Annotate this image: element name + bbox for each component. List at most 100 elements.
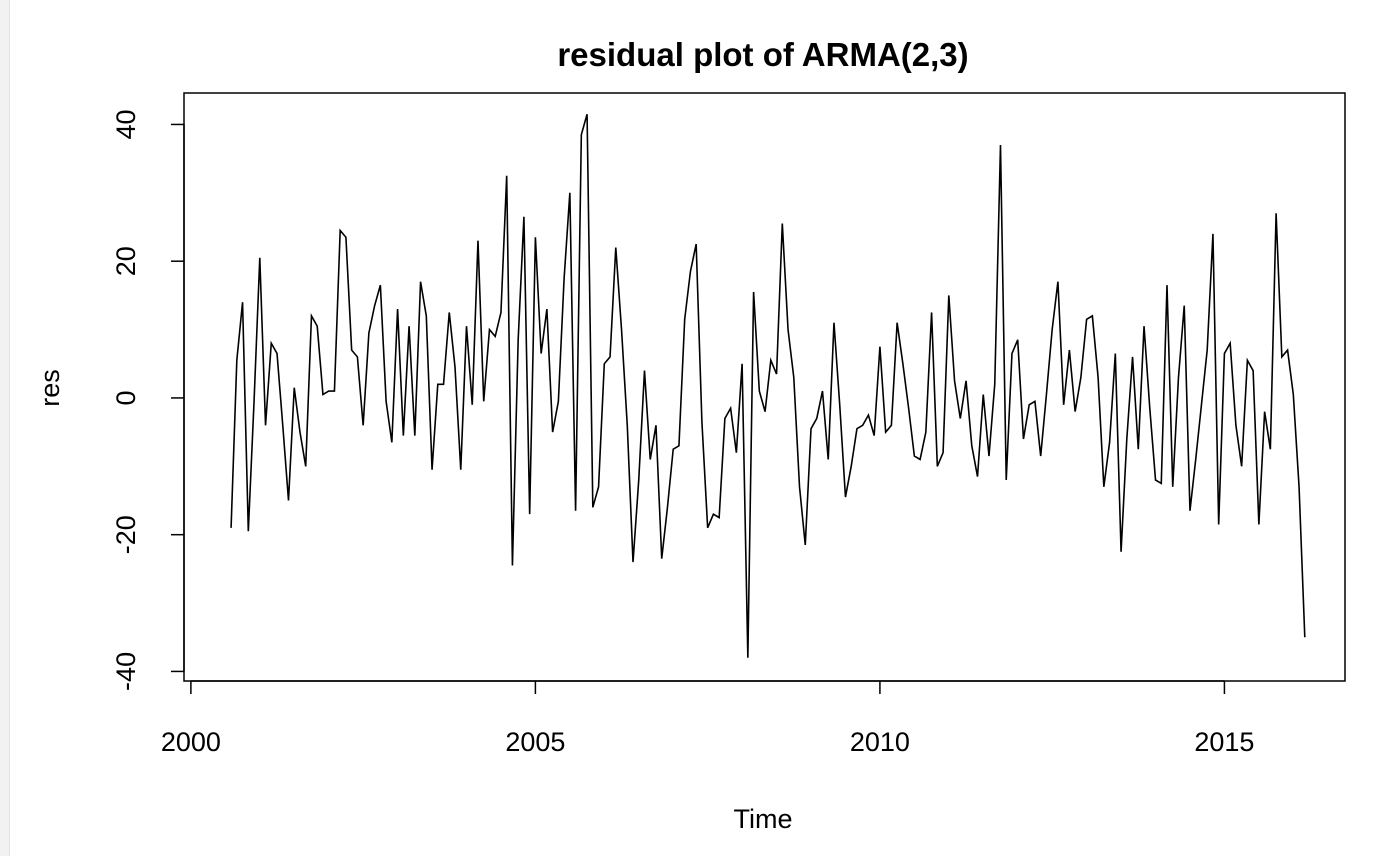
residual-point xyxy=(976,475,978,477)
residual-point xyxy=(1240,465,1242,467)
residual-point xyxy=(1304,636,1306,638)
residual-point xyxy=(236,359,238,361)
residual-point xyxy=(350,349,352,351)
residual-point xyxy=(322,393,324,395)
residual-point xyxy=(551,431,553,433)
residual-point xyxy=(1160,482,1162,484)
residual-point xyxy=(689,270,691,272)
residual-point xyxy=(626,424,628,426)
residual-point xyxy=(1068,349,1070,351)
residual-point xyxy=(666,506,668,508)
residual-point xyxy=(638,479,640,481)
residual-point xyxy=(856,428,858,430)
residual-point xyxy=(770,359,772,361)
residual-point xyxy=(437,383,439,385)
residual-point xyxy=(339,229,341,231)
residual-point xyxy=(299,431,301,433)
x-axis: 2000 2005 2010 2015 xyxy=(161,680,1254,757)
residual-point xyxy=(1028,404,1030,406)
residual-point xyxy=(810,428,812,430)
residual-point xyxy=(305,465,307,467)
residual-point xyxy=(712,513,714,515)
residual-point xyxy=(425,315,427,317)
residual-point xyxy=(1298,486,1300,488)
residual-point xyxy=(316,325,318,327)
residual-point xyxy=(1258,523,1260,525)
residual-point xyxy=(557,400,559,402)
residual-point xyxy=(764,410,766,412)
residual-point xyxy=(798,486,800,488)
residual-point xyxy=(925,431,927,433)
residual-point xyxy=(1252,369,1254,371)
residual-point xyxy=(333,390,335,392)
residual-point xyxy=(1057,281,1059,283)
residual-point xyxy=(1189,510,1191,512)
residual-point xyxy=(1281,356,1283,358)
residual-point xyxy=(1085,318,1087,320)
residual-point xyxy=(741,363,743,365)
residual-point xyxy=(494,335,496,337)
residual-point xyxy=(787,328,789,330)
residual-point xyxy=(942,451,944,453)
residual-point xyxy=(247,530,249,532)
residual-point xyxy=(930,311,932,313)
residual-point xyxy=(442,383,444,385)
x-tick-label: 2005 xyxy=(505,727,565,757)
residual-point xyxy=(259,257,261,259)
residual-point xyxy=(1137,448,1139,450)
residual-point xyxy=(1212,233,1214,235)
residual-point xyxy=(385,400,387,402)
residual-point xyxy=(649,458,651,460)
residual-point xyxy=(362,424,364,426)
residual-point xyxy=(345,236,347,238)
residual-point xyxy=(850,465,852,467)
residual-point xyxy=(833,322,835,324)
residual-point xyxy=(586,113,588,115)
residual-point xyxy=(718,516,720,518)
residual-point xyxy=(615,246,617,248)
residual-point xyxy=(483,400,485,402)
residual-point xyxy=(1183,304,1185,306)
residual-point xyxy=(861,424,863,426)
residual-point xyxy=(1126,438,1128,440)
residual-point xyxy=(1172,486,1174,488)
residual-point xyxy=(609,356,611,358)
residual-point xyxy=(460,469,462,471)
residual-point xyxy=(1080,376,1082,378)
residual-point xyxy=(907,407,909,409)
residual-point xyxy=(804,544,806,546)
residual-point xyxy=(620,328,622,330)
residual-point xyxy=(994,383,996,385)
residual-point xyxy=(890,424,892,426)
x-axis-label: Time xyxy=(734,804,793,834)
residual-point xyxy=(310,315,312,317)
residual-point xyxy=(1275,212,1277,214)
x-tick-label: 2000 xyxy=(161,727,221,757)
residual-point xyxy=(465,325,467,327)
residual-point xyxy=(1091,315,1093,317)
y-tick-label: -20 xyxy=(111,515,141,554)
residual-point xyxy=(632,561,634,563)
residual-point xyxy=(488,328,490,330)
residual-point xyxy=(1062,404,1064,406)
residual-point xyxy=(1246,359,1248,361)
residual-point xyxy=(276,352,278,354)
residual-point xyxy=(884,431,886,433)
residual-point xyxy=(867,414,869,416)
chart-title: residual plot of ARMA(2,3) xyxy=(557,36,968,73)
residual-point xyxy=(879,345,881,347)
residual-point xyxy=(781,222,783,224)
residual-point xyxy=(971,445,973,447)
residual-point xyxy=(959,417,961,419)
residual-point xyxy=(1217,523,1219,525)
residual-point xyxy=(1195,458,1197,460)
residual-point xyxy=(821,390,823,392)
residual-point xyxy=(816,417,818,419)
residual-point xyxy=(1263,410,1265,412)
residual-point xyxy=(546,308,548,310)
residual-point xyxy=(1200,404,1202,406)
residual-point xyxy=(230,527,232,529)
residual-point xyxy=(471,404,473,406)
residual-point xyxy=(1039,455,1041,457)
residual-point xyxy=(793,376,795,378)
